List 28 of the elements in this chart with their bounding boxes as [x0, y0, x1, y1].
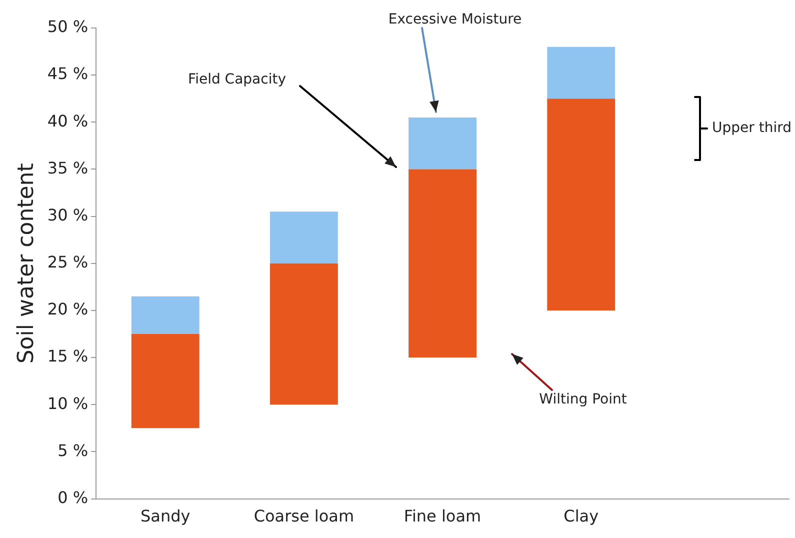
y-tick-label: 0 %	[58, 488, 88, 507]
bar	[131, 296, 200, 334]
x-tick-label: Coarse loam	[254, 506, 354, 526]
x-tick-label: Sandy	[140, 506, 190, 526]
y-axis-title: Soil water content	[14, 162, 39, 364]
y-tick-label: 20 %	[47, 300, 88, 319]
bar	[270, 263, 338, 405]
bar	[547, 98, 616, 310]
bar	[270, 212, 338, 264]
y-tick-label: 25 %	[47, 252, 88, 272]
y-tick-label: 10 %	[47, 394, 88, 413]
y-tick-label: 50 %	[47, 17, 88, 36]
bar	[408, 169, 476, 358]
y-tick-label: 30 %	[47, 205, 88, 224]
y-tick-label: 45 %	[47, 64, 88, 84]
annotation: Upper third	[712, 120, 792, 136]
y-tick-label: 15 %	[47, 346, 88, 366]
annotation: Field Capacity	[188, 72, 286, 88]
y-tick-label: 40 %	[47, 111, 88, 130]
y-tick-label: 35 %	[47, 158, 88, 178]
bar	[408, 117, 476, 170]
annotation: Wilting Point	[539, 392, 628, 408]
bar	[547, 46, 616, 99]
y-tick-label: 5 %	[58, 440, 88, 460]
x-tick-label: Fine loam	[404, 506, 482, 526]
x-tick-label: Clay	[564, 506, 599, 526]
bar	[131, 334, 200, 428]
text: Excessive Moisture	[388, 12, 522, 28]
